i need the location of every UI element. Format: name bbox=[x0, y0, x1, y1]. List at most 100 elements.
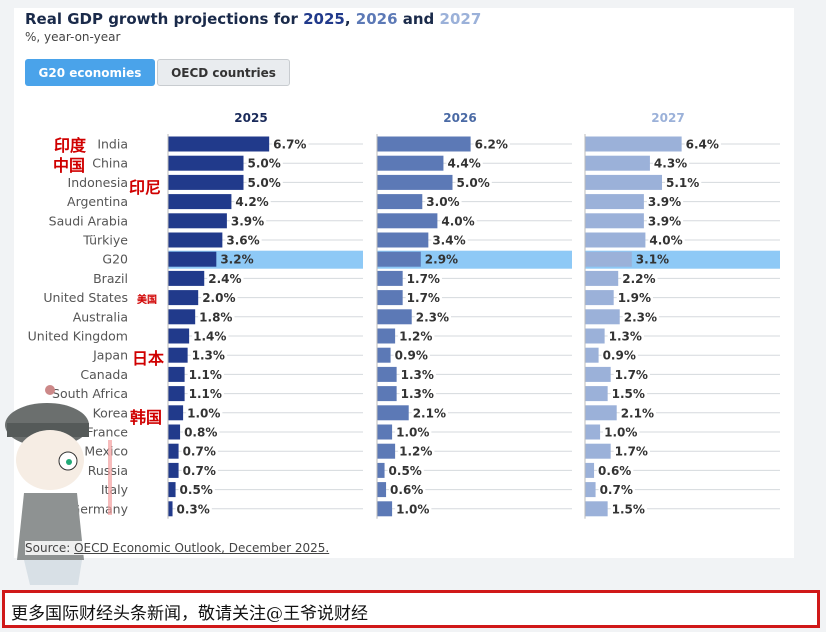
data-label: 3.6% bbox=[226, 234, 259, 248]
tab-oecd-countries[interactable]: OECD countries bbox=[157, 59, 290, 86]
data-label: 0.6% bbox=[598, 464, 631, 478]
label-bg bbox=[619, 406, 656, 421]
data-label: 1.0% bbox=[187, 406, 220, 420]
label-bg bbox=[414, 310, 452, 325]
bar-2025-China bbox=[168, 155, 244, 171]
bar-2026-Argentina bbox=[377, 194, 423, 210]
label-bg bbox=[607, 329, 644, 344]
label-bg bbox=[175, 502, 212, 517]
bar-2025-South Africa bbox=[168, 386, 185, 402]
bar-2026-Saudi Arabia bbox=[377, 213, 438, 229]
bar-2027-Türkiye bbox=[585, 232, 646, 248]
label-bg bbox=[597, 463, 634, 478]
bar-2026-China bbox=[377, 155, 444, 171]
tab-g20-economies[interactable]: G20 economies bbox=[25, 59, 155, 86]
bar-2026-G20 bbox=[377, 251, 421, 267]
category-label: Argentina bbox=[67, 194, 128, 209]
data-label: 3.2% bbox=[220, 253, 253, 267]
category-label: France bbox=[86, 425, 128, 440]
category-label: Australia bbox=[73, 309, 128, 324]
data-label: 0.6% bbox=[390, 483, 423, 497]
data-label: 1.7% bbox=[407, 291, 440, 305]
category-label: Russia bbox=[88, 463, 128, 478]
label-bg bbox=[610, 387, 647, 402]
category-label: Türkiye bbox=[82, 233, 128, 248]
data-label: 1.1% bbox=[189, 387, 222, 401]
category-label: G20 bbox=[102, 252, 128, 267]
bar-2027-Korea bbox=[585, 405, 617, 421]
highlight-band bbox=[585, 250, 780, 269]
label-bg bbox=[178, 483, 215, 498]
label-bg bbox=[613, 444, 650, 459]
data-label: 4.0% bbox=[441, 214, 474, 228]
label-bg bbox=[665, 175, 702, 190]
data-label: 0.7% bbox=[183, 445, 216, 459]
bar-2027-India bbox=[585, 136, 682, 152]
data-label: 0.7% bbox=[183, 464, 216, 478]
label-bg bbox=[246, 156, 283, 171]
label-bg bbox=[190, 348, 227, 363]
label-bg bbox=[234, 195, 271, 210]
label-bg bbox=[399, 367, 436, 382]
data-label: 4.4% bbox=[447, 157, 480, 171]
label-bg bbox=[187, 387, 224, 402]
data-label: 0.8% bbox=[184, 426, 217, 440]
category-label: United Kingdom bbox=[28, 329, 128, 344]
label-bg bbox=[613, 367, 650, 382]
bar-2027-United Kingdom bbox=[585, 328, 605, 344]
data-label: 1.7% bbox=[407, 272, 440, 286]
column-header-2027: 2027 bbox=[651, 111, 684, 125]
bar-2026-Indonesia bbox=[377, 174, 453, 190]
bar-2026-United Kingdom bbox=[377, 328, 396, 344]
data-label: 2.3% bbox=[624, 310, 657, 324]
data-label: 1.8% bbox=[199, 310, 232, 324]
data-label: 1.1% bbox=[189, 368, 222, 382]
category-label: Canada bbox=[80, 367, 128, 382]
label-bg bbox=[621, 271, 658, 286]
column-header-2025: 2025 bbox=[234, 111, 267, 125]
data-label: 2.9% bbox=[425, 253, 458, 267]
bar-2026-South Africa bbox=[377, 386, 397, 402]
data-label: 1.3% bbox=[401, 368, 434, 382]
label-bg bbox=[186, 406, 223, 421]
data-label: 1.2% bbox=[399, 445, 432, 459]
bar-2027-Japan bbox=[585, 347, 599, 363]
data-label: 4.3% bbox=[654, 157, 687, 171]
source-link[interactable]: OECD Economic Outlook, December 2025. bbox=[74, 541, 330, 555]
label-bg bbox=[395, 425, 432, 440]
category-label: India bbox=[97, 137, 128, 152]
bar-2027-Australia bbox=[585, 309, 620, 325]
label-bg bbox=[622, 310, 660, 325]
bar-2027-Canada bbox=[585, 366, 611, 382]
chart-title: Real GDP growth projections for 2025, 20… bbox=[25, 10, 482, 28]
data-label: 5.0% bbox=[457, 176, 490, 190]
data-label: 0.7% bbox=[600, 483, 633, 497]
data-label: 3.9% bbox=[648, 214, 681, 228]
category-label: South Africa bbox=[52, 386, 128, 401]
bar-2025-Russia bbox=[168, 462, 179, 478]
data-label: 2.1% bbox=[413, 406, 446, 420]
category-label: Italy bbox=[101, 482, 129, 497]
label-bg bbox=[395, 502, 432, 517]
label-bg bbox=[446, 156, 483, 171]
data-label: 4.2% bbox=[235, 195, 268, 209]
bar-2025-France bbox=[168, 424, 181, 440]
label-bg bbox=[198, 310, 235, 325]
bar-2025-Germany bbox=[168, 501, 173, 517]
bar-2026-United States bbox=[377, 290, 403, 306]
data-label: 2.0% bbox=[202, 291, 235, 305]
label-bg bbox=[399, 387, 436, 402]
bar-2025-Türkiye bbox=[168, 232, 223, 248]
data-label: 1.7% bbox=[615, 445, 648, 459]
data-label: 1.3% bbox=[401, 387, 434, 401]
chart-subtitle: %, year-on-year bbox=[25, 30, 121, 44]
data-label: 1.0% bbox=[396, 426, 429, 440]
label-bg bbox=[431, 233, 468, 248]
bar-2025-Brazil bbox=[168, 270, 205, 286]
data-label: 2.3% bbox=[416, 310, 449, 324]
bar-2025-Japan bbox=[168, 347, 188, 363]
data-label: 0.3% bbox=[177, 502, 210, 516]
bar-2025-India bbox=[168, 136, 270, 152]
data-label: 1.9% bbox=[618, 291, 651, 305]
label-bg bbox=[455, 175, 492, 190]
